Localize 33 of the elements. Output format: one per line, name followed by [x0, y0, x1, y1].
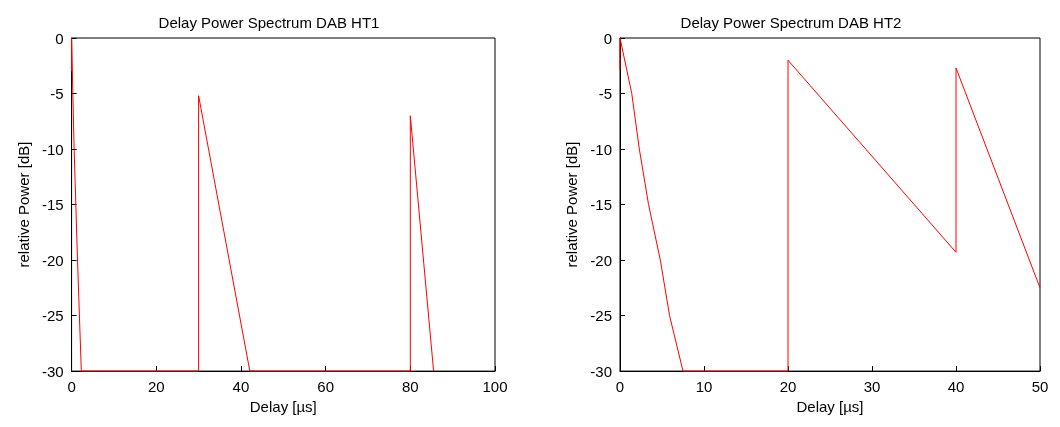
x-tick-label: 10 — [695, 378, 713, 396]
x-tick-label: 80 — [401, 378, 419, 396]
x-tick-label: 40 — [947, 378, 965, 396]
y-tick-label: -20 — [41, 251, 64, 269]
x-tick-label: 100 — [482, 378, 508, 396]
y-tick-label: -15 — [41, 196, 64, 214]
x-tick-label: 0 — [67, 378, 76, 396]
y-tick-label: 0 — [55, 29, 64, 47]
y-tick-label: -15 — [590, 196, 612, 214]
chart-title: Delay Power Spectrum DAB HT2 — [680, 14, 902, 31]
x-tick-label: 30 — [863, 378, 881, 396]
x-tick-label: 60 — [317, 378, 334, 396]
y-tick-label: -5 — [598, 85, 612, 103]
y-tick-label: 0 — [603, 29, 612, 47]
line-series — [619, 37, 1041, 372]
y-tick-label: -20 — [590, 251, 612, 269]
chart-title: Delay Power Spectrum DAB HT1 — [158, 14, 380, 31]
y-tick-label: -25 — [41, 307, 64, 325]
x-tick-label: 20 — [147, 378, 165, 396]
y-tick-label: -10 — [41, 140, 64, 158]
x-axis-title: Delay [µs] — [249, 398, 317, 415]
y-axis-title: relative Power [dB] — [563, 141, 581, 268]
x-tick-label: 50 — [1031, 378, 1049, 396]
y-tick-label: -30 — [41, 362, 64, 380]
x-axis-title: Delay [µs] — [796, 398, 864, 415]
y-tick-label: -10 — [590, 140, 612, 158]
x-tick-label: 0 — [615, 378, 625, 396]
x-tick-label: 20 — [779, 378, 797, 396]
x-tick-label: 40 — [232, 378, 250, 396]
y-tick-label: -30 — [590, 362, 612, 380]
y-axis-title: relative Power [dB] — [15, 141, 32, 268]
y-tick-label: -25 — [590, 307, 612, 325]
y-tick-label: -5 — [50, 85, 64, 103]
